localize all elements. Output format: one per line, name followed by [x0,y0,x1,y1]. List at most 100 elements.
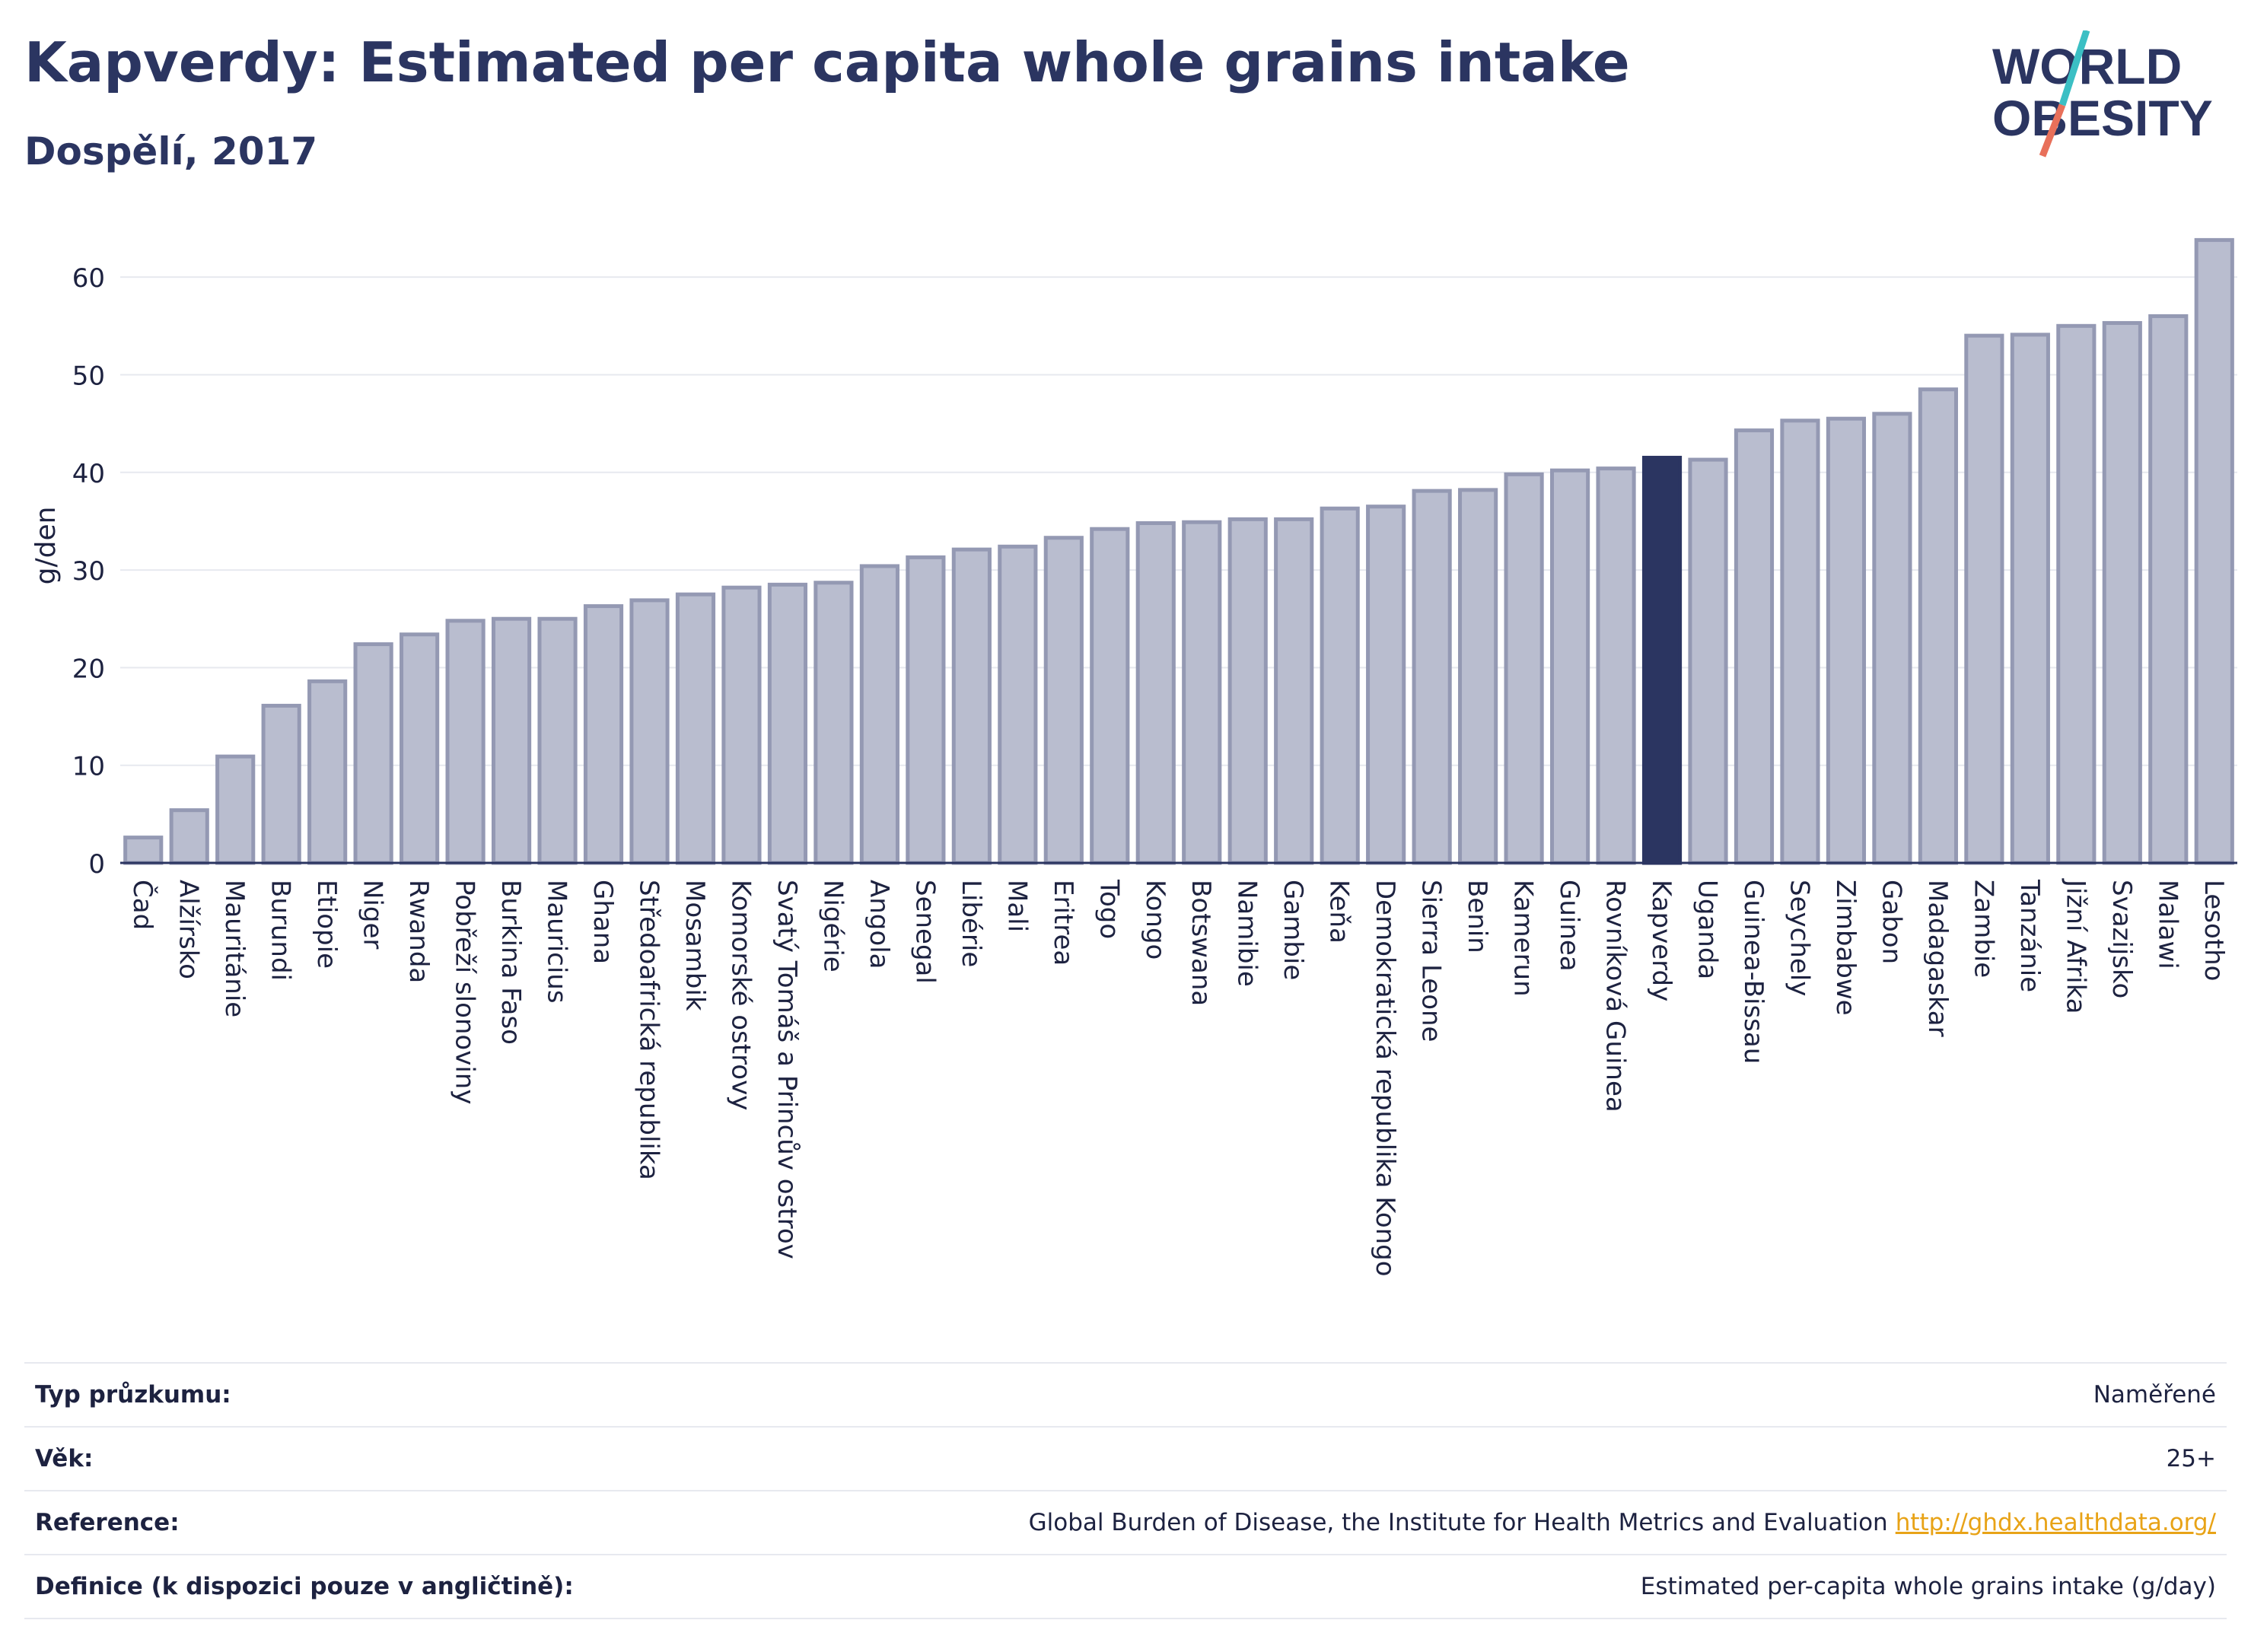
info-label: Věk: [35,1445,94,1472]
bar [123,836,164,865]
x-tick-label: Senegal [909,880,940,984]
bar [1549,468,1590,865]
bar [1366,505,1406,865]
x-tick-label: Mosambik [680,880,710,1011]
bar [1458,488,1498,865]
bar-chart: 0 10 20 30 40 50 60 g/den Čad Alžírsko Mauritánie B… [30,237,2237,1277]
x-tick-label: Burkina Faso [495,880,526,1045]
y-tick-label: 30 [72,556,105,587]
logo-slash-coral [2039,103,2066,158]
x-tick-label: Svatý Tomáš a Princův ostrov [772,880,802,1259]
bar [675,592,716,865]
y-tick-label: 0 [88,849,105,880]
x-tick-label: Malawi [2152,880,2183,969]
info-row-reference: Reference: Global Burden of Disease, the… [24,1490,2227,1554]
bar [583,604,624,865]
chart-title: Kapverdy: Estimated per capita whole gra… [24,30,1630,94]
x-tick-label: Guinea [1554,880,1584,972]
x-tick-label: Rwanda [403,880,434,983]
bar [1918,387,1958,865]
info-label: Reference: [35,1509,180,1536]
x-tick-label: Pobřeží slonoviny [450,880,480,1104]
info-row-survey-type: Typ průzkumu: Naměřené [24,1362,2227,1426]
bar [1596,466,1636,865]
bar [1872,412,1912,865]
x-tick-label: Svazijsko [2106,880,2137,998]
logo-line2: OBESITY [1992,90,2213,146]
bar [2148,314,2189,865]
info-value: 25+ [2166,1445,2216,1472]
y-axis-title: g/den [30,507,62,585]
labels: 0 10 20 30 40 50 60 g/den Čad Alžírsko Mauritánie B… [30,263,2229,1276]
info-value: Estimated per-capita whole grains intake… [1640,1573,2216,1600]
reference-text: Global Burden of Disease, the Institute … [1028,1509,1888,1536]
x-tick-label: Čad [127,880,158,930]
x-tick-label: Jižní Afrika [2060,878,2090,1014]
info-label: Typ průzkumu: [35,1381,231,1408]
bar [491,616,532,865]
x-tick-label: Zimbabwe [1830,880,1861,1016]
x-tick-label: Guinea-Bissau [1738,880,1769,1064]
logo-line1: WORLD [1992,38,2182,94]
x-tick-label: Burundi [266,880,296,981]
info-row-definition: Definice (k dispozici pouze v angličtině… [24,1554,2227,1619]
x-tick-label: Eritrea [1048,880,1078,966]
bar [1090,527,1130,865]
x-tick-label: Seychely [1784,880,1814,996]
info-label: Definice (k dispozici pouze v angličtině… [35,1573,574,1600]
x-tick-label: Nigérie [817,880,848,972]
x-tick-label: Gambie [1278,880,1308,980]
bar [400,632,440,865]
world-obesity-logo: WORLD OBESITY [1992,30,2213,158]
bar [537,616,578,865]
bar [767,582,808,865]
bar [1412,489,1452,865]
info-value-reference: Global Burden of Disease, the Institute … [1029,1509,2227,1536]
bar [2102,320,2142,865]
x-tick-label: Kamerun [1508,880,1539,997]
x-tick-label: Tanzánie [2014,879,2045,992]
chart-subtitle: Dospělí, 2017 [24,129,318,173]
x-tick-label: Rovníková Guinea [1600,880,1631,1112]
x-tick-label: Kapverdy [1646,880,1676,1001]
x-tick-label: Togo [1094,879,1124,939]
bar [2010,333,2050,865]
bar [2056,323,2097,865]
x-tick-label: Botswana [1186,880,1216,1006]
x-tick-label: Mauritánie [219,880,250,1017]
x-tick-label: Komorské ostrovy [725,880,756,1110]
bar [1826,416,1867,865]
bar [1734,428,1775,865]
info-table: Typ průzkumu: Naměřené Věk: 25+ Referenc… [24,1362,2227,1619]
bar [1320,506,1360,865]
bar [721,585,762,865]
bar [353,642,393,865]
info-value: Naměřené [2093,1381,2216,1408]
x-tick-label: Alžírsko [174,880,204,979]
bar [1964,333,2004,865]
bar [215,754,256,865]
x-tick-label: Středoafrická republika [634,880,664,1180]
bar [859,564,899,865]
bar [998,544,1038,865]
reference-link[interactable]: http://ghdx.healthdata.org/ [1895,1509,2216,1536]
x-tick-label: Ghana [587,880,618,964]
bar [1135,520,1176,865]
bar [1274,517,1314,865]
bar [1182,520,1222,865]
y-tick-label: 10 [72,752,105,782]
bar [1688,457,1728,865]
bar [2194,237,2234,865]
x-tick-label: Benin [1462,880,1492,953]
bar [1504,472,1544,865]
x-tick-label: Zambie [1968,880,1998,978]
x-tick-label: Namibie [1232,880,1262,987]
bar [307,679,348,865]
bar [951,547,992,865]
x-tick-label: Gabon [1876,880,1906,964]
x-tick-label: Demokratická republika Kongo [1370,880,1400,1277]
y-tick-label: 50 [72,361,105,391]
info-row-age: Věk: 25+ [24,1426,2227,1490]
x-tick-label: Angola [864,880,894,969]
x-tick-label: Kongo [1140,880,1170,960]
